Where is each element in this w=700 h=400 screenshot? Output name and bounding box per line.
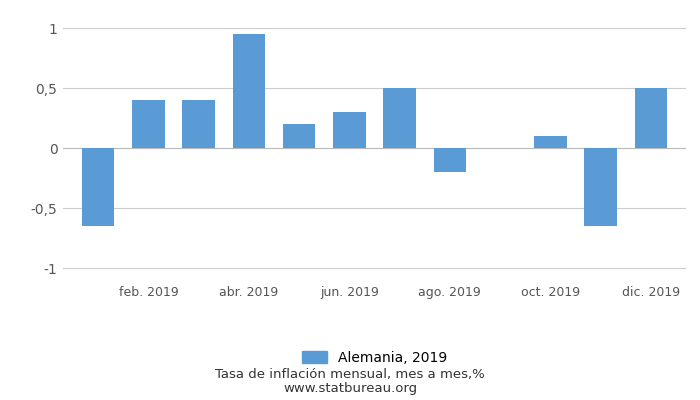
Bar bbox=[333, 112, 365, 148]
Bar bbox=[634, 88, 667, 148]
Bar bbox=[82, 148, 115, 226]
Bar bbox=[232, 34, 265, 148]
Bar bbox=[384, 88, 416, 148]
Bar bbox=[132, 100, 164, 148]
Bar bbox=[534, 136, 567, 148]
Text: Tasa de inflación mensual, mes a mes,%: Tasa de inflación mensual, mes a mes,% bbox=[215, 368, 485, 381]
Text: www.statbureau.org: www.statbureau.org bbox=[283, 382, 417, 395]
Bar bbox=[433, 148, 466, 172]
Legend: Alemania, 2019: Alemania, 2019 bbox=[296, 345, 453, 370]
Bar bbox=[283, 124, 316, 148]
Bar bbox=[182, 100, 215, 148]
Bar bbox=[584, 148, 617, 226]
